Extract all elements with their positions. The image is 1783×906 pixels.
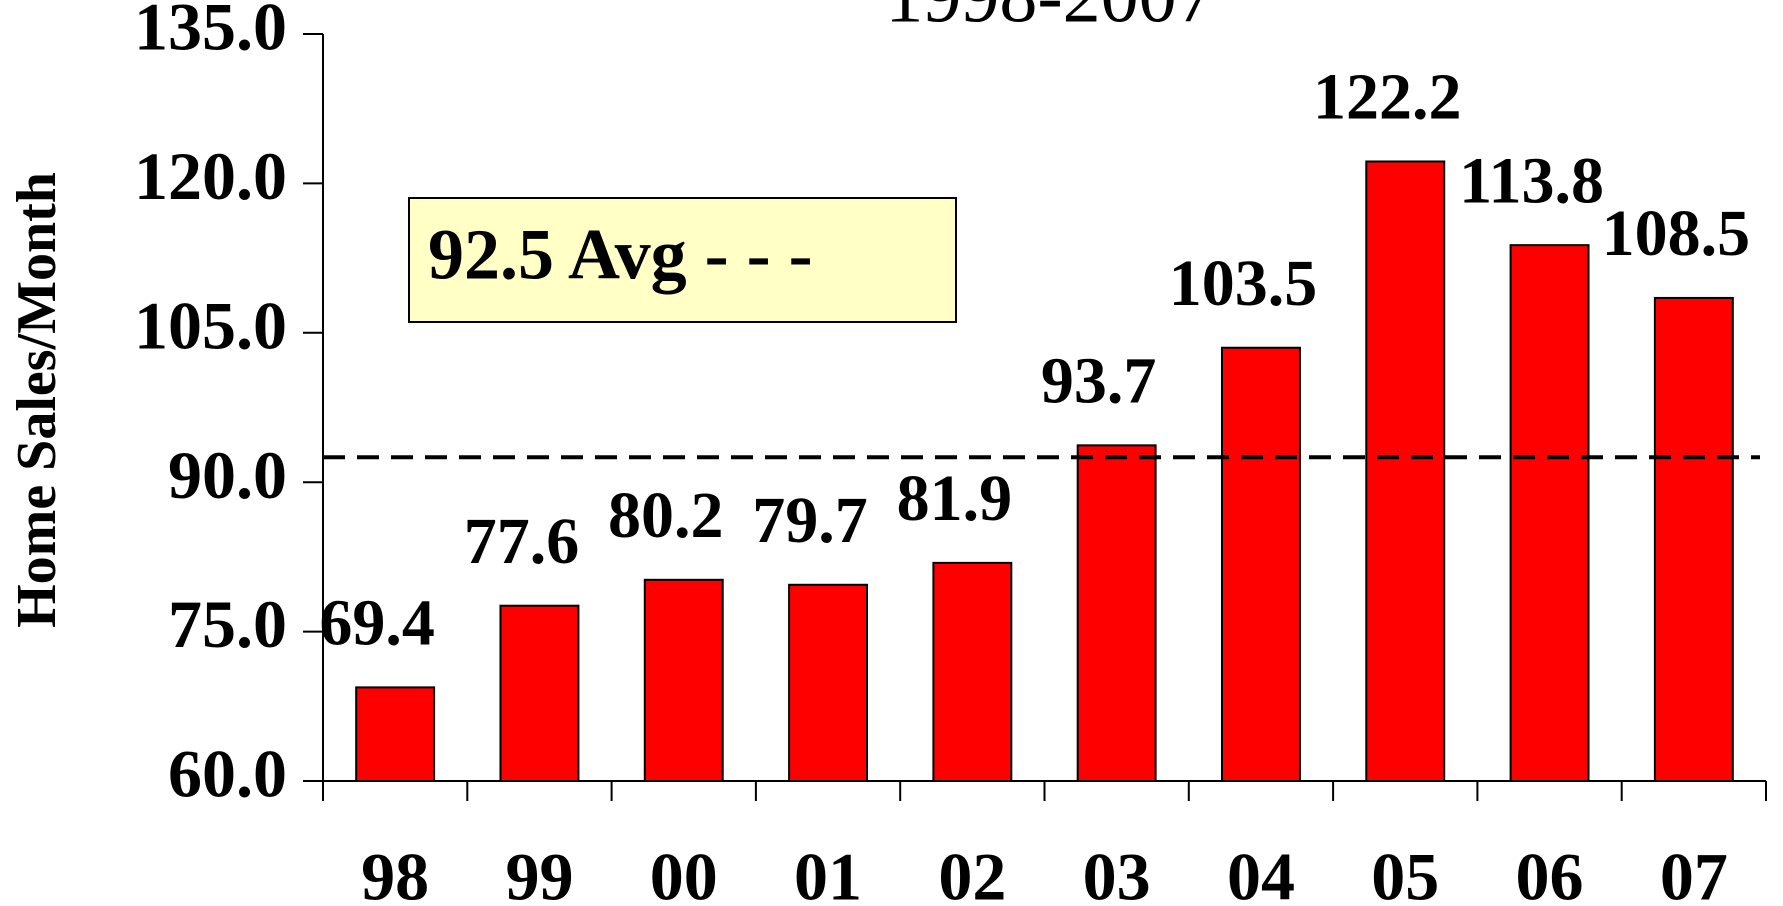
x-tick-label: 99 [505,839,573,906]
x-tick-label: 05 [1371,839,1439,906]
x-tick-label: 03 [1083,839,1151,906]
x-tick-label: 07 [1660,839,1728,906]
y-tick-label: 75.0 [168,586,287,662]
value-label: 69.4 [319,587,435,660]
y-tick-label: 105.0 [134,287,287,363]
bar [788,583,869,783]
y-axis-label: Home Sales/Month [6,172,68,628]
y-tick-label: 90.0 [168,437,287,513]
bar [355,686,436,782]
annotation: 92.5 Avg - - - [428,215,813,295]
bar [1509,244,1590,783]
bar [499,604,580,782]
value-label: 80.2 [608,479,724,552]
x-tick-label: 06 [1516,839,1584,906]
x-tick-label: 00 [650,839,718,906]
x-tick-label: 04 [1227,839,1295,906]
y-tick-label: 60.0 [168,736,287,812]
annotation-box [408,197,957,323]
value-label: 113.8 [1459,144,1604,217]
bar [932,561,1013,782]
y-tick-label: 120.0 [134,138,287,214]
value-label: 103.5 [1169,247,1318,320]
y-tick-label: 135.0 [134,0,287,65]
x-tick-label: 98 [361,839,429,906]
bar [1076,444,1157,782]
value-label: 81.9 [897,462,1013,535]
x-tick-label: 01 [794,839,862,906]
value-label: 93.7 [1041,344,1157,417]
value-label: 122.2 [1313,61,1462,134]
bar [1365,160,1446,783]
value-label: 77.6 [464,505,580,578]
value-label: 108.5 [1602,197,1751,270]
value-label: 79.7 [752,484,868,557]
bar [643,578,724,782]
x-tick-label: 02 [938,839,1006,906]
bar [1220,346,1301,782]
bar [1653,296,1734,782]
